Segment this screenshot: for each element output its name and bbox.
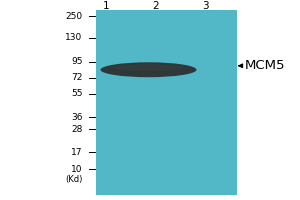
Text: 72: 72 [71, 73, 82, 82]
Text: 55: 55 [71, 89, 82, 98]
Text: 1: 1 [103, 1, 110, 11]
Text: MCM5: MCM5 [244, 59, 285, 72]
Text: 2: 2 [153, 1, 159, 11]
Text: 95: 95 [71, 57, 82, 66]
Text: 130: 130 [65, 33, 82, 42]
Text: 17: 17 [71, 148, 82, 157]
Ellipse shape [112, 64, 184, 71]
Text: 28: 28 [71, 125, 82, 134]
Ellipse shape [100, 62, 196, 77]
Bar [96, 10, 237, 195]
Text: 250: 250 [65, 12, 83, 21]
Text: (Kd): (Kd) [65, 175, 82, 184]
Text: 10: 10 [71, 165, 82, 174]
Text: 36: 36 [71, 113, 82, 122]
Text: 3: 3 [202, 1, 209, 11]
